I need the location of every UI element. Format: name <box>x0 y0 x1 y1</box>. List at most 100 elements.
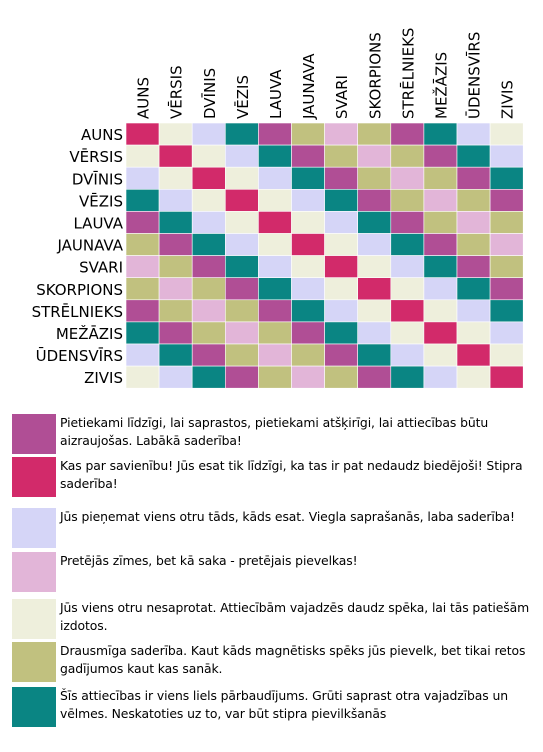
matrix-cell <box>324 233 359 256</box>
matrix-cell <box>456 144 491 168</box>
matrix-cell <box>125 189 160 212</box>
matrix-cell <box>423 299 458 323</box>
column-label: AUNS <box>135 77 153 119</box>
matrix-cell <box>191 144 226 168</box>
matrix-cell <box>225 299 259 323</box>
matrix-cell <box>456 343 491 367</box>
matrix-cell <box>291 189 325 212</box>
matrix-cell <box>489 144 524 168</box>
matrix-cell <box>489 211 524 234</box>
matrix-cell <box>456 166 491 190</box>
row-label: VĒZIS <box>79 192 123 210</box>
matrix-cell <box>125 343 160 367</box>
matrix-cell <box>489 255 524 279</box>
matrix-cell <box>258 343 292 367</box>
row-label: STRĒLNIEKS <box>32 303 123 321</box>
matrix-cell <box>258 144 292 168</box>
matrix-cell <box>357 166 392 190</box>
legend-swatch <box>12 414 56 454</box>
matrix-cell <box>324 365 359 389</box>
matrix-cell <box>489 189 524 212</box>
matrix-cell <box>191 365 226 389</box>
matrix-cell <box>125 211 160 234</box>
column-labels: AUNS VĒRSIS DVĪNIS VĒZIS LAUVA JAUNAVA SVARI SK… <box>135 28 517 120</box>
legend-text: Pietiekami līdzīgi, lai saprastos, pieti… <box>60 415 489 448</box>
legend-swatch <box>12 552 56 592</box>
column-label: VĒRSIS <box>168 65 186 119</box>
matrix-cell <box>291 233 325 256</box>
column-label: SVARI <box>333 75 351 119</box>
matrix-cell <box>390 233 425 256</box>
matrix-cell <box>423 255 458 279</box>
legend-text: Jūs viens otru nesaprotat. Attiecībām va… <box>60 600 530 633</box>
matrix-cell <box>390 211 425 234</box>
column-label: STRĒLNIEKS <box>399 28 417 119</box>
legend-item: Pretējās zīmes, bet kā saka - pretējais … <box>12 552 537 596</box>
matrix-cell <box>423 189 458 212</box>
matrix-cell <box>225 277 259 301</box>
matrix-cell <box>225 233 259 256</box>
matrix-cell <box>191 277 226 301</box>
legend-text: Šīs attiecības ir viens liels pārbaudīju… <box>60 688 508 721</box>
row-label: JAUNAVA <box>57 237 124 255</box>
legend-swatch <box>12 508 56 548</box>
column-label: ŪDENSVĪRS <box>465 32 484 119</box>
matrix-cell <box>158 189 193 212</box>
matrix-cell <box>357 233 392 256</box>
matrix-cell <box>357 255 392 279</box>
matrix-cell <box>291 122 325 146</box>
matrix-cell <box>456 277 491 301</box>
row-label: SVARI <box>79 259 123 277</box>
matrix-cell <box>423 321 458 345</box>
matrix-cell <box>456 365 491 389</box>
matrix-cell <box>258 233 292 256</box>
matrix-cell <box>125 255 160 279</box>
matrix-cell <box>324 166 359 190</box>
row-label: DVĪNIS <box>72 170 123 188</box>
legend-item: Drausmīga saderība. Kaut kāds magnētisks… <box>12 642 537 686</box>
matrix-cell <box>191 122 226 146</box>
matrix-cell <box>291 166 325 190</box>
matrix-cell <box>324 122 359 146</box>
matrix-cell <box>291 365 325 389</box>
matrix-cell <box>456 233 491 256</box>
matrix-cell <box>191 299 226 323</box>
legend-item: Jūs viens otru nesaprotat. Attiecībām va… <box>12 599 537 643</box>
matrix-cell <box>158 166 193 190</box>
matrix-cell <box>324 343 359 367</box>
matrix-cell <box>456 189 491 212</box>
row-label: LAUVA <box>73 214 123 232</box>
matrix-cell <box>191 211 226 234</box>
matrix-cell <box>158 211 193 234</box>
legend-swatch <box>12 599 56 639</box>
matrix-cell <box>357 277 392 301</box>
legend-swatch <box>12 687 56 727</box>
matrix-cell <box>258 321 292 345</box>
matrix-cell <box>423 365 458 389</box>
legend-item: Kas par savienību! Jūs esat tik līdzīgi,… <box>12 457 537 501</box>
matrix-cell <box>456 211 491 234</box>
matrix-cell <box>390 365 425 389</box>
matrix-cell <box>390 166 425 190</box>
matrix-cell <box>423 277 458 301</box>
matrix-cell <box>423 211 458 234</box>
matrix-cell <box>390 321 425 345</box>
matrix-cell <box>225 321 259 345</box>
matrix-cell <box>489 122 524 146</box>
matrix-cell <box>423 144 458 168</box>
column-label: DVĪNIS <box>201 68 219 119</box>
matrix-cell <box>125 144 160 168</box>
matrix-cell <box>489 233 524 256</box>
matrix-cell <box>489 299 524 323</box>
matrix-cell <box>357 122 392 146</box>
matrix-cells <box>125 122 524 389</box>
matrix-cell <box>158 144 193 168</box>
matrix-cell <box>489 343 524 367</box>
matrix-cell <box>291 255 325 279</box>
matrix-cell <box>390 189 425 212</box>
column-label: VĒZIS <box>234 75 252 119</box>
matrix-cell <box>125 321 160 345</box>
matrix-cell <box>357 211 392 234</box>
matrix-cell <box>324 321 359 345</box>
row-label: ŪDENSVĪRS <box>36 346 123 365</box>
